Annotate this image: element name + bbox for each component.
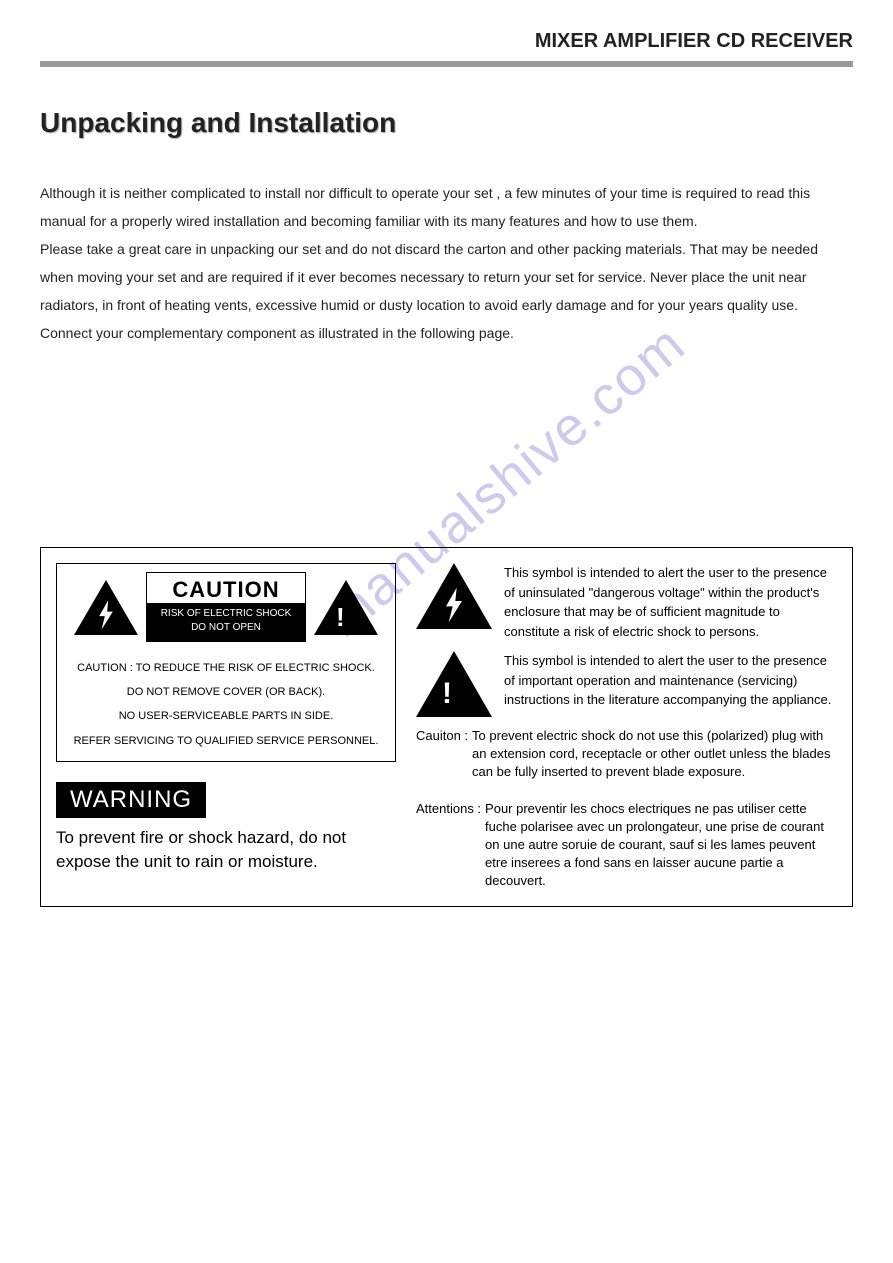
caution-top-row: CAUTION RISK OF ELECTRIC SHOCK DO NOT OP… [74, 572, 378, 642]
safety-right-column: This symbol is intended to alert the use… [416, 563, 837, 891]
lightning-triangle-icon [74, 580, 138, 635]
body-paragraph-1: Although it is neither complicated to in… [40, 185, 810, 229]
page-header-title: MIXER AMPLIFIER CD RECEIVER [0, 0, 893, 61]
caution-line-1: CAUTION : TO REDUCE THE RISK OF ELECTRIC… [74, 656, 379, 680]
lightning-bolt-icon [92, 598, 120, 632]
exclamation-triangle-icon: ! [314, 580, 378, 635]
attentions-body: Pour preventir les chocs electriques ne … [485, 800, 837, 891]
attentions-label: Attentions : [416, 800, 481, 891]
symbol-row-2: ! This symbol is intended to alert the u… [416, 651, 837, 717]
caution-lines: CAUTION : TO REDUCE THE RISK OF ELECTRIC… [74, 656, 379, 753]
exclamation-mark-icon: ! [336, 602, 345, 633]
caution-note-body: To prevent electric shock do not use thi… [472, 727, 837, 782]
body-paragraph-2: Please take a great care in unpacking ou… [40, 241, 818, 341]
warning-badge: WARNING [56, 782, 206, 818]
caution-panel: CAUTION RISK OF ELECTRIC SHOCK DO NOT OP… [56, 563, 396, 762]
caution-line-2: DO NOT REMOVE COVER (OR BACK). [74, 680, 379, 704]
lightning-bolt-big-icon [438, 585, 470, 625]
warning-text: To prevent fire or shock hazard, do not … [56, 826, 396, 874]
caution-line-4: REFER SERVICING TO QUALIFIED SERVICE PER… [74, 729, 379, 753]
safety-box: CAUTION RISK OF ELECTRIC SHOCK DO NOT OP… [40, 547, 853, 907]
caution-black-line-1: RISK OF ELECTRIC SHOCK [161, 608, 292, 619]
symbol-row-1: This symbol is intended to alert the use… [416, 563, 837, 641]
section-title: Unpacking and Installation [0, 67, 893, 139]
exclamation-triangle-big-icon: ! [416, 651, 492, 717]
lightning-triangle-big-icon [416, 563, 492, 629]
caution-note-label: Cauiton : [416, 727, 468, 782]
safety-left-column: CAUTION RISK OF ELECTRIC SHOCK DO NOT OP… [56, 563, 396, 891]
caution-black-box: RISK OF ELECTRIC SHOCK DO NOT OPEN [147, 603, 305, 641]
caution-note: Cauiton : To prevent electric shock do n… [416, 727, 837, 782]
exclamation-mark-big-icon: ! [442, 677, 452, 711]
attentions-note: Attentions : Pour preventir les chocs el… [416, 800, 837, 891]
body-text: Although it is neither complicated to in… [0, 139, 893, 347]
symbol-1-text: This symbol is intended to alert the use… [504, 563, 837, 641]
caution-center-box: CAUTION RISK OF ELECTRIC SHOCK DO NOT OP… [146, 572, 306, 642]
caution-black-line-2: DO NOT OPEN [191, 622, 261, 633]
caution-word: CAUTION [147, 573, 305, 603]
symbol-2-text: This symbol is intended to alert the use… [504, 651, 837, 710]
caution-line-3: NO USER-SERVICEABLE PARTS IN SIDE. [74, 704, 379, 728]
